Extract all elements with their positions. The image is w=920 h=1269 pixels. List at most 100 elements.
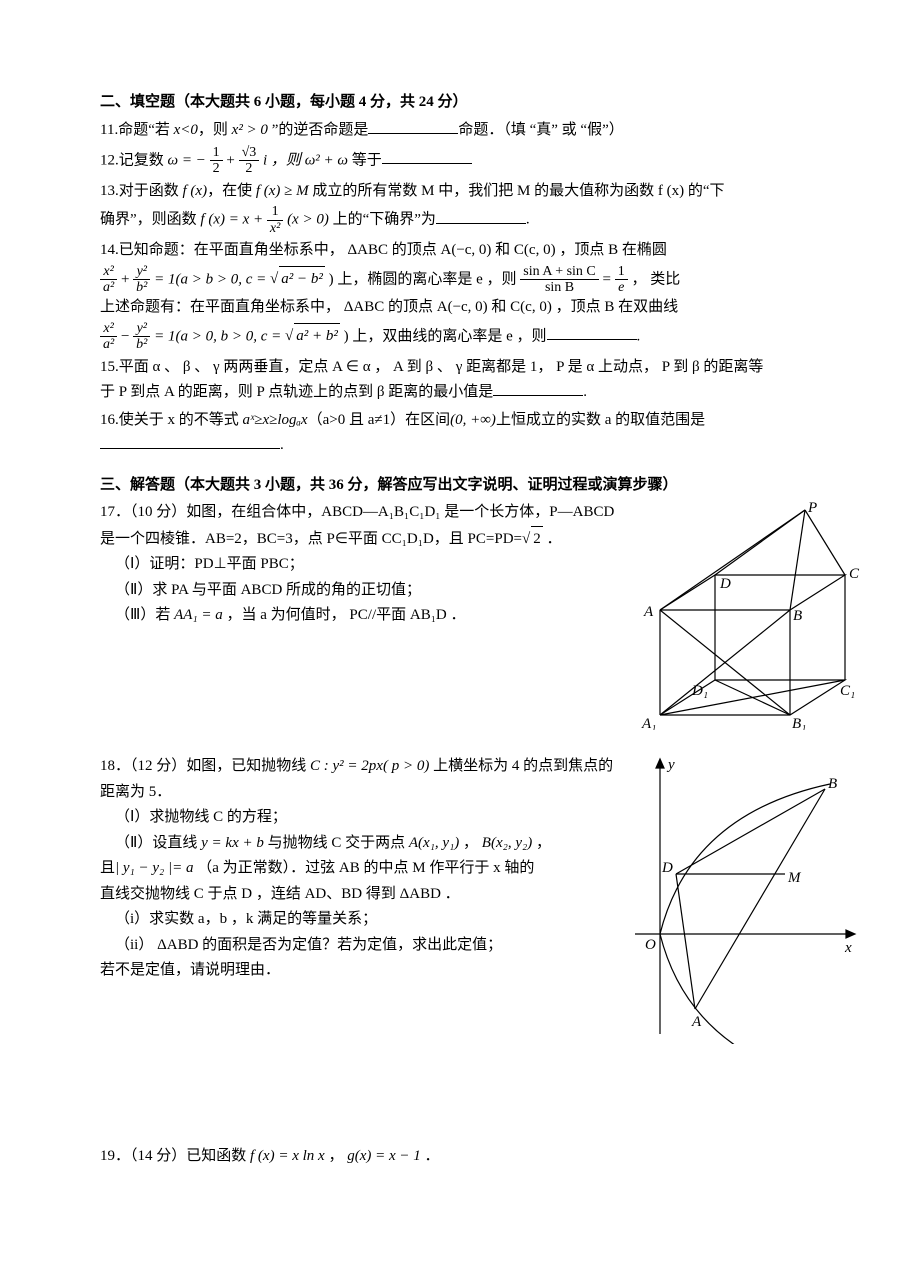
q17-p3-tail: ，当 a 为何值时， PC//平面 AB₁D ． xyxy=(223,607,466,623)
q19-pre: 19．（14 分）已知函数 xyxy=(100,1148,250,1164)
q11-tail: 命题．（填 “真” 或 “假”） xyxy=(458,122,623,138)
q18-p2-comma: ， xyxy=(459,835,482,851)
q13-l1-tail: 成立的所有常数 M 中，我们把 M 的最大值称为函数 f (x) 的“下 xyxy=(309,183,725,199)
q14-eq2-b-num: y² xyxy=(133,321,150,337)
q14-eq1-a: x²a² xyxy=(100,264,117,296)
q12-i: i ，则 xyxy=(263,152,305,168)
lbl-D: D xyxy=(719,576,731,592)
q11-pre: 11.命题“若 xyxy=(100,122,174,138)
q18-l1-eq: C : y² = 2px( p > 0) xyxy=(310,758,429,774)
q12-plus: + xyxy=(226,152,238,168)
q14-eq2-a-num: x² xyxy=(100,321,117,337)
q13-dom: (x > 0) xyxy=(287,212,329,228)
q12-frac2-num: √3 xyxy=(239,145,260,161)
section3-title: 三、解答题（本大题共 3 小题，共 36 分，解答应写出文字说明、证明过程或演算… xyxy=(100,473,860,499)
lbl-D2: D xyxy=(661,860,673,876)
q12-blank xyxy=(382,148,472,164)
lbl-A1: A₁ xyxy=(641,716,656,730)
q17-p3-eq: AA₁ = a xyxy=(174,607,223,623)
q14-eq2-rad: a² + b² xyxy=(294,323,340,350)
q12-post: 等于 xyxy=(348,152,382,168)
q14-eq1-d: ) 上，椭圆的离心率是 e ，则 xyxy=(325,271,520,287)
q13-l1-pre: 13.对于函数 xyxy=(100,183,183,199)
q12-frac2: √32 xyxy=(239,145,260,177)
q13-frac: 1x² xyxy=(267,204,283,236)
q13-l2-tail: 上的“下确界”为 xyxy=(329,212,436,228)
q14-eq2-c: = 1(a > 0, b > 0, c = xyxy=(154,328,285,344)
q14-blank xyxy=(547,324,637,340)
q13-dot: . xyxy=(526,212,530,228)
section2-title: 二、填空题（本大题共 6 小题，每小题 4 分，共 24 分） xyxy=(100,90,860,116)
q15: 15.平面 α 、 β 、 γ 两两垂直，定点 A ∈ α ， A 到 β 、 … xyxy=(100,355,860,406)
q14-eq2-a-den: a² xyxy=(100,337,117,352)
q12: 12.记复数 ω = − 12 + √32 i ，则 ω² + ω 等于 xyxy=(100,145,860,177)
q16-tail: 上恒成立的实数 a 的取值范围是 xyxy=(496,412,705,428)
q17-l1: 17．（10 分）如图，在组合体中，ABCD—A₁B₁C₁D₁ 是一个长方体，P… xyxy=(100,504,614,520)
q16: 16.使关于 x 的不等式 aˣ≥x≥logₐx（a>0 且 a≠1）在区间(0… xyxy=(100,408,860,459)
q14-1e-den: e xyxy=(615,280,628,295)
radical-icon xyxy=(285,328,293,344)
q14-eq1-a-num: x² xyxy=(100,264,117,280)
q11-mid: ，则 xyxy=(198,122,232,138)
q14-eq2-b-den: b² xyxy=(133,337,150,352)
q14-1e: 1e xyxy=(615,264,628,296)
q18-p2-b: B(x₂, y₂) xyxy=(482,835,532,851)
q11-cond: x<0 xyxy=(174,122,198,138)
q17-p3-pre: （Ⅲ）若 xyxy=(115,607,174,623)
q11-then: x² > 0 xyxy=(232,122,268,138)
lbl-D1: D₁ xyxy=(691,683,708,699)
q14-eq1-a-den: a² xyxy=(100,280,117,295)
q14-l1: 14.已知命题：在平面直角坐标系中， ΔABC 的顶点 A(−c, 0) 和 C… xyxy=(100,242,667,258)
q14-eq1-b-num: y² xyxy=(133,264,150,280)
q13-l1-f: f (x) xyxy=(183,183,208,199)
q18-p2-a: A(x₁, y₁) xyxy=(409,835,459,851)
q18-p2-tail: ， xyxy=(532,835,551,851)
q14: 14.已知命题：在平面直角坐标系中， ΔABC 的顶点 A(−c, 0) 和 C… xyxy=(100,238,860,353)
q16-dot: . xyxy=(280,437,284,453)
q14-eq1-rad: a² − b² xyxy=(279,266,325,293)
radical-icon xyxy=(522,531,530,547)
q12-pre: 12.记复数 xyxy=(100,152,168,168)
q17-figure: P A B C D A₁ B₁ C₁ D₁ xyxy=(630,500,860,730)
q14-l3: 上述命题有：在平面直角坐标系中， ΔABC 的顶点 A(−c, 0) 和 C(c… xyxy=(100,299,678,315)
q13-frac-num: 1 xyxy=(267,204,283,220)
q18-l1-pre: 18．（12 分）如图，已知抛物线 xyxy=(100,758,310,774)
lbl-x: x xyxy=(844,940,852,956)
q13-l1-mid: ，在使 xyxy=(207,183,256,199)
q12-frac1: 12 xyxy=(210,145,223,177)
lbl-B1: B₁ xyxy=(792,716,806,730)
q15-l1: 15.平面 α 、 β 、 γ 两两垂直，定点 A ∈ α ， A 到 β 、 … xyxy=(100,359,763,375)
q18: O x y B A D M 18．（12 分）如图，已知抛物线 C : y² =… xyxy=(100,754,860,1044)
q13-blank xyxy=(436,208,526,224)
q17-l2-pre: 是一个四棱锥．AB=2，BC=3，点 P∈平面 CC₁D₁D，且 PC=PD= xyxy=(100,531,522,547)
q14-eq2-a: x²a² xyxy=(100,321,117,353)
lbl-A2: A xyxy=(691,1014,702,1030)
q14-eq1-b-den: b² xyxy=(133,280,150,295)
q13-l2-f: f (x) = x + xyxy=(200,212,266,228)
lbl-y: y xyxy=(666,757,675,773)
q16-mid: 在区间 xyxy=(405,412,450,428)
q19-f: f (x) = x ln x xyxy=(250,1148,325,1164)
lbl-B2: B xyxy=(828,776,837,792)
q16-ineq: aˣ≥x≥logₐx xyxy=(243,412,308,428)
lbl-C: C xyxy=(849,566,860,582)
q12-frac2-den: 2 xyxy=(239,161,260,176)
q14-1e-num: 1 xyxy=(615,264,628,280)
q18-p2-mid: 与抛物线 C 交于两点 xyxy=(264,835,409,851)
q14-eq1-b: y²b² xyxy=(133,264,150,296)
q14-eq2-b: y²b² xyxy=(133,321,150,353)
q14-minus: − xyxy=(121,328,133,344)
q11: 11.命题“若 x<0，则 x² > 0 ”的逆否命题是命题．（填 “真” 或 … xyxy=(100,118,860,144)
q17: P A B C D A₁ B₁ C₁ D₁ 17．（10 分）如图，在组合体中，… xyxy=(100,500,860,730)
lbl-P: P xyxy=(807,500,817,516)
q15-blank xyxy=(493,380,583,396)
q11-blank xyxy=(368,118,458,134)
q14-bigfrac-den: sin B xyxy=(520,280,598,295)
q13-l2-pre: 确界”，则函数 xyxy=(100,212,200,228)
q16-pre: 16.使关于 x 的不等式 xyxy=(100,412,243,428)
q15-dot: . xyxy=(583,384,587,400)
q18-l3-eq: | y₁ − y₂ |= a xyxy=(115,860,194,876)
q17-l2-rad: 2 xyxy=(531,526,543,553)
q13-frac-den: x² xyxy=(267,221,283,236)
q12-omega: ω = − xyxy=(168,152,206,168)
